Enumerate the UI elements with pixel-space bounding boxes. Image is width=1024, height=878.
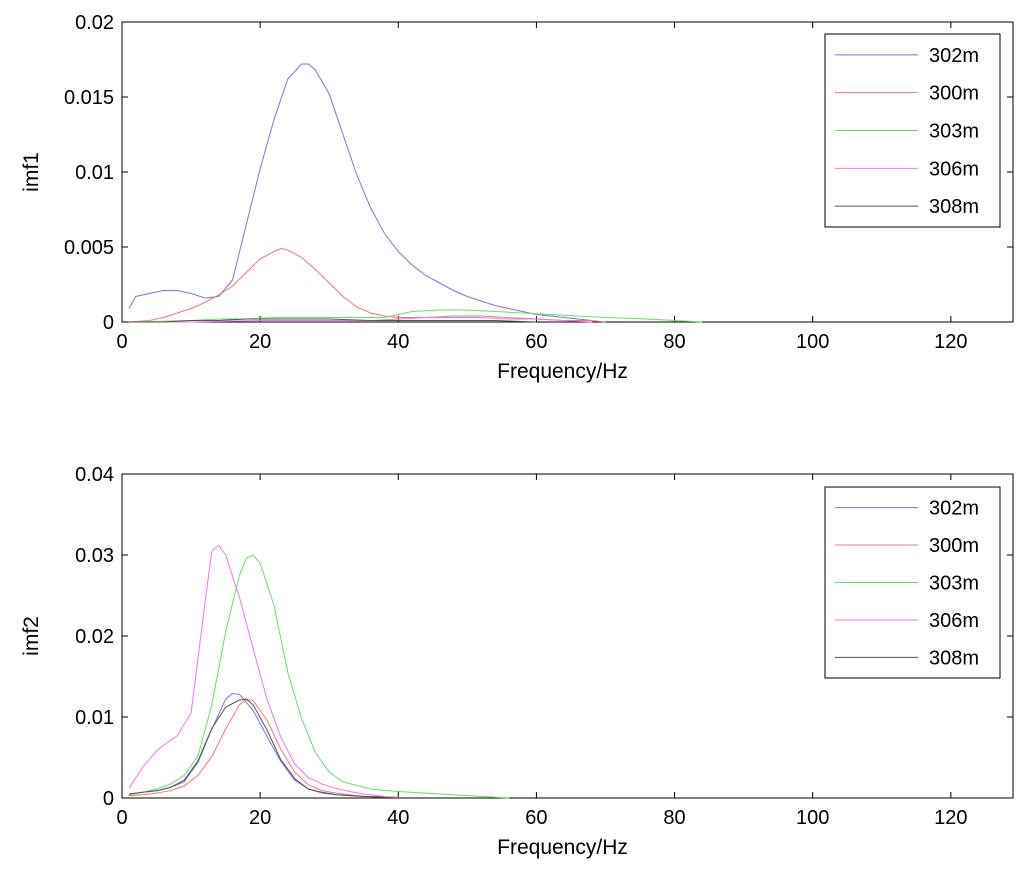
legend-entry-303m: 303m [929, 121, 979, 143]
y-tick-label: 0.02 [75, 12, 114, 34]
series-line-308m [128, 698, 385, 798]
chart-panel-1: 0 20 40 60 80 100 120 0 0.005 0.01 0.015 0.02 Freque… [20, 12, 1014, 383]
y-tick-label: 0.04 [75, 464, 114, 486]
series-line-303m [128, 554, 509, 799]
legend-entry-300m: 300m [929, 535, 979, 557]
legend-entry-308m: 308m [929, 196, 979, 218]
legend-entry-302m: 302m [929, 45, 979, 67]
y-axis-label: imf2 [20, 616, 43, 656]
legend-entry-306m: 306m [929, 158, 979, 180]
legend-entry-300m: 300m [929, 83, 979, 105]
x-tick-label: 60 [525, 807, 547, 829]
y-tick-label: 0.01 [75, 162, 114, 184]
x-tick-label: 100 [796, 331, 829, 353]
x-axis-label: Frequency/Hz [497, 360, 628, 383]
series-line-300m [128, 698, 399, 798]
legend-entry-303m: 303m [929, 573, 979, 595]
series-line-308m [128, 318, 537, 323]
series-line-306m [128, 317, 592, 323]
x-tick-label: 120 [934, 331, 967, 353]
x-tick-label: 60 [525, 331, 547, 353]
y-tick-label: 0.015 [64, 87, 114, 109]
y-tick-label: 0 [103, 788, 114, 810]
y-axis-label: imf1 [20, 152, 43, 192]
x-tick-label: 80 [663, 331, 685, 353]
x-tick-label: 20 [249, 807, 271, 829]
x-tick-label: 100 [796, 807, 829, 829]
y-tick-label: 0.005 [64, 237, 114, 259]
x-axis-label: Frequency/Hz [497, 836, 628, 859]
x-tick-label: 0 [116, 331, 127, 353]
legend-entry-308m: 308m [929, 647, 979, 669]
x-tick-label: 20 [249, 331, 271, 353]
legend: 302m 300m 303m 306m 308m [824, 486, 1001, 679]
x-tick-label: 40 [387, 331, 409, 353]
x-tick-label: 120 [934, 807, 967, 829]
series-line-306m [128, 544, 385, 797]
series-line-302m [128, 63, 592, 321]
y-tick-label: 0.01 [75, 707, 114, 729]
y-tick-label: 0 [103, 312, 114, 334]
y-tick-label: 0.02 [75, 626, 114, 648]
legend-entry-302m: 302m [929, 498, 979, 520]
y-tick-label: 0.03 [75, 545, 114, 567]
x-tick-label: 0 [116, 807, 127, 829]
x-tick-label: 80 [663, 807, 685, 829]
chart-panel-2: 0 20 40 60 80 100 120 0 0.01 0.02 0.03 0.04 Frequenc… [20, 464, 1014, 859]
series-line-300m [128, 247, 606, 323]
x-tick-label: 40 [387, 807, 409, 829]
legend: 302m 300m 303m 306m 308m [824, 33, 1001, 228]
legend-entry-306m: 306m [929, 610, 979, 632]
